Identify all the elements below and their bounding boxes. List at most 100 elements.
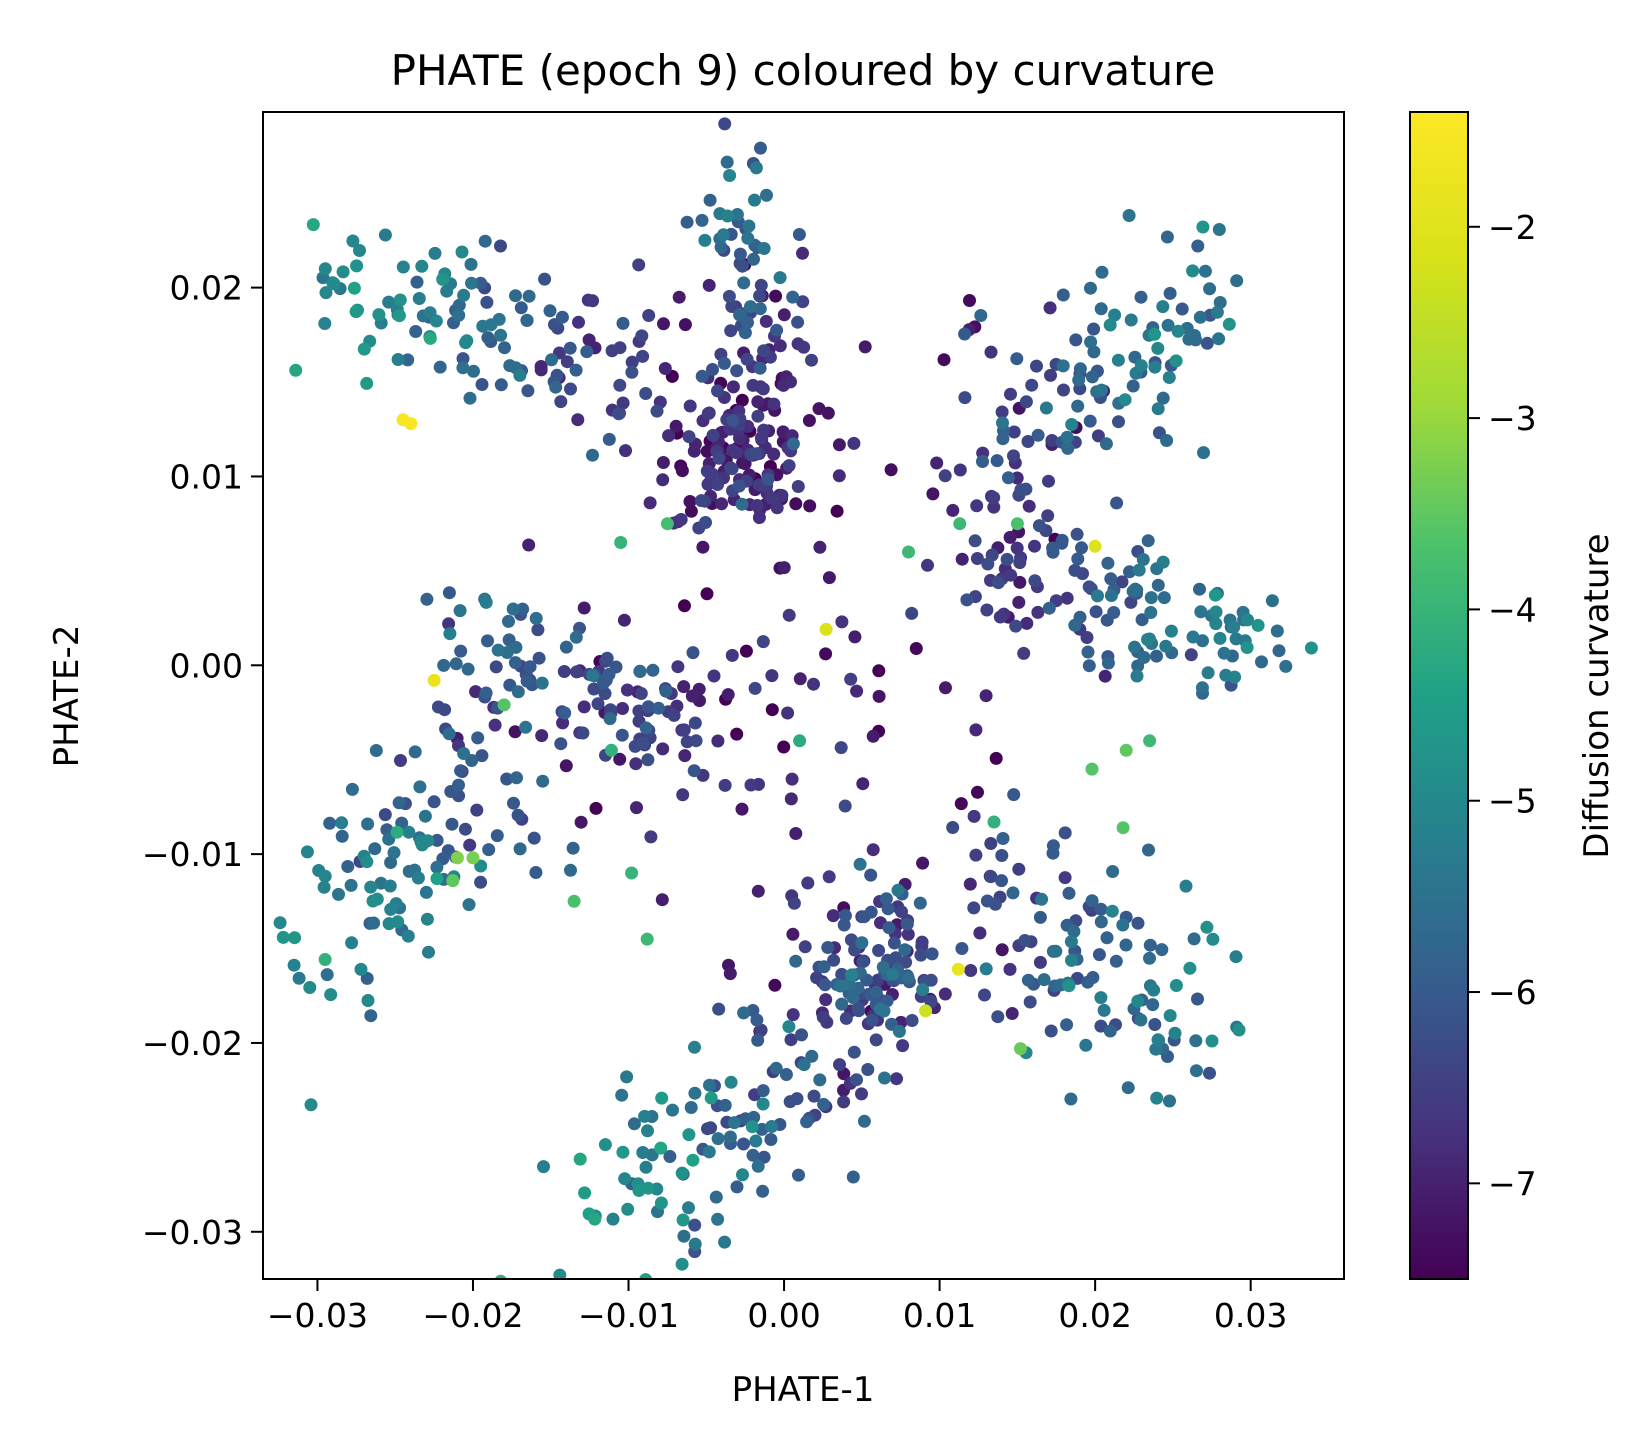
scatter-point bbox=[960, 593, 974, 607]
scatter-point bbox=[745, 1120, 759, 1134]
scatter-point bbox=[1082, 580, 1096, 594]
scatter-point bbox=[926, 487, 940, 501]
scatter-point bbox=[1017, 646, 1031, 660]
scatter-point bbox=[1147, 983, 1161, 997]
scatter-point bbox=[796, 295, 810, 309]
scatter-point bbox=[725, 300, 739, 313]
scatter-point bbox=[632, 1184, 646, 1197]
scatter-point bbox=[474, 875, 488, 889]
scatter-point bbox=[318, 953, 332, 966]
colorbar-tick-label: −5 bbox=[1488, 782, 1537, 821]
scatter-point bbox=[1099, 437, 1113, 451]
scatter-point bbox=[456, 352, 470, 366]
scatter-point bbox=[984, 837, 998, 850]
scatter-point bbox=[564, 863, 577, 877]
scatter-point bbox=[754, 1023, 768, 1037]
scatter-point bbox=[1134, 290, 1148, 304]
scatter-point bbox=[1098, 669, 1112, 683]
y-tick-label: −0.03 bbox=[142, 1213, 243, 1252]
scatter-point bbox=[890, 1072, 903, 1086]
scatter-point bbox=[688, 1086, 702, 1100]
scatter-point bbox=[392, 309, 406, 323]
scatter-point bbox=[1055, 533, 1069, 547]
scatter-point-highlight bbox=[497, 698, 511, 712]
y-tick-label: 0.01 bbox=[170, 457, 243, 496]
scatter-point bbox=[1161, 318, 1175, 332]
scatter-point bbox=[545, 353, 558, 367]
scatter-point bbox=[722, 289, 736, 303]
scatter-point bbox=[511, 685, 525, 699]
scatter-point bbox=[490, 829, 504, 843]
scatter-point bbox=[786, 437, 800, 451]
scatter-point bbox=[784, 792, 798, 806]
scatter-point bbox=[586, 294, 600, 308]
scatter-point bbox=[560, 355, 574, 369]
scatter-point bbox=[701, 407, 715, 420]
scatter-point bbox=[507, 796, 520, 810]
scatter-point bbox=[712, 451, 726, 465]
scatter-point bbox=[1075, 541, 1088, 555]
scatter-point bbox=[625, 355, 639, 369]
scatter-point bbox=[1130, 669, 1144, 683]
scatter-point bbox=[347, 281, 361, 295]
scatter-point bbox=[925, 947, 939, 961]
scatter-point bbox=[856, 777, 870, 791]
scatter-point bbox=[559, 640, 573, 654]
scatter-point bbox=[953, 463, 967, 477]
scatter-point bbox=[421, 834, 435, 848]
scatter-point bbox=[900, 917, 914, 931]
scatter-point bbox=[638, 1109, 652, 1123]
scatter-point bbox=[412, 292, 426, 305]
scatter-point bbox=[784, 375, 797, 389]
y-axis-label: PHATE-2 bbox=[47, 625, 87, 768]
scatter-point bbox=[853, 857, 867, 871]
scatter-point bbox=[712, 1002, 726, 1016]
scatter-point bbox=[1000, 552, 1014, 566]
scatter-point bbox=[1065, 953, 1078, 967]
scatter-point bbox=[1095, 265, 1109, 279]
scatter-point bbox=[1156, 555, 1170, 569]
scatter-point bbox=[987, 500, 1001, 514]
x-tick-label: 0.00 bbox=[747, 1296, 820, 1335]
scatter-point bbox=[1229, 632, 1243, 646]
scatter-point bbox=[639, 721, 653, 735]
scatter-point bbox=[578, 1186, 592, 1200]
scatter-point bbox=[1184, 648, 1198, 662]
scatter-point bbox=[1084, 335, 1098, 349]
scatter-point bbox=[409, 325, 423, 338]
scatter-point bbox=[1005, 1007, 1019, 1020]
scatter-point bbox=[423, 331, 437, 345]
scatter-point bbox=[1031, 428, 1045, 442]
scatter-point bbox=[1019, 395, 1033, 409]
scatter-point bbox=[500, 772, 514, 786]
scatter-point bbox=[1012, 862, 1026, 876]
scatter-point bbox=[644, 830, 658, 844]
scatter-point bbox=[892, 1024, 906, 1038]
scatter-point bbox=[872, 664, 886, 678]
scatter-point bbox=[1265, 594, 1279, 608]
scatter-point bbox=[844, 933, 858, 947]
x-tick-label: 0.03 bbox=[1214, 1296, 1287, 1335]
scatter-point bbox=[764, 1133, 778, 1146]
scatter-point bbox=[1191, 992, 1204, 1006]
scatter-point bbox=[704, 1091, 718, 1105]
scatter-point bbox=[1131, 994, 1145, 1008]
scatter-point bbox=[684, 1101, 698, 1114]
scatter-point bbox=[620, 683, 634, 697]
scatter-point bbox=[756, 1084, 770, 1098]
scatter-point bbox=[1101, 556, 1115, 570]
plot-frame bbox=[262, 111, 1345, 1280]
scatter-point bbox=[1061, 441, 1075, 455]
scatter-point bbox=[478, 234, 492, 248]
scatter-point bbox=[711, 478, 725, 491]
scatter-point bbox=[866, 843, 880, 857]
scatter-point bbox=[711, 384, 724, 398]
scatter-point bbox=[1043, 301, 1057, 315]
scatter-point bbox=[827, 953, 841, 967]
scatter-point bbox=[757, 242, 771, 255]
scatter-point bbox=[498, 341, 511, 355]
scatter-point bbox=[558, 706, 572, 720]
scatter-point bbox=[784, 1033, 798, 1047]
scatter-point bbox=[587, 682, 601, 696]
scatter-point bbox=[909, 642, 923, 655]
